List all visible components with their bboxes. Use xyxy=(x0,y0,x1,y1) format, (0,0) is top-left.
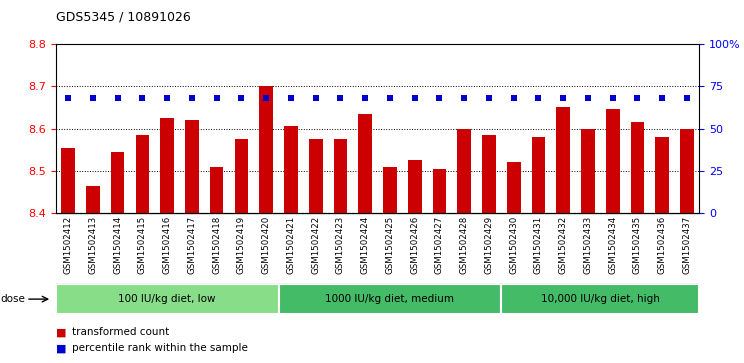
Text: GSM1502423: GSM1502423 xyxy=(336,216,345,274)
Text: GSM1502430: GSM1502430 xyxy=(509,216,519,274)
Bar xyxy=(606,109,620,213)
Text: GSM1502436: GSM1502436 xyxy=(658,216,667,274)
Text: 10,000 IU/kg diet, high: 10,000 IU/kg diet, high xyxy=(541,294,660,304)
Text: GSM1502414: GSM1502414 xyxy=(113,216,122,274)
Text: GDS5345 / 10891026: GDS5345 / 10891026 xyxy=(56,11,190,24)
Text: GSM1502419: GSM1502419 xyxy=(237,216,246,274)
Bar xyxy=(557,107,570,213)
Text: GSM1502417: GSM1502417 xyxy=(187,216,196,274)
Bar xyxy=(333,139,347,213)
Text: GSM1502412: GSM1502412 xyxy=(64,216,73,274)
Bar xyxy=(185,120,199,213)
Text: GSM1502416: GSM1502416 xyxy=(163,216,172,274)
Text: GSM1502418: GSM1502418 xyxy=(212,216,221,274)
Text: dose: dose xyxy=(1,294,25,304)
Bar xyxy=(111,152,124,213)
Text: GSM1502425: GSM1502425 xyxy=(385,216,394,274)
Text: percentile rank within the sample: percentile rank within the sample xyxy=(72,343,248,354)
Bar xyxy=(532,137,545,213)
Bar xyxy=(631,122,644,213)
Bar xyxy=(161,118,174,213)
Bar xyxy=(655,137,669,213)
Bar xyxy=(458,129,471,213)
Bar xyxy=(234,139,248,213)
Text: transformed count: transformed count xyxy=(72,327,170,337)
Bar xyxy=(86,186,100,213)
Bar xyxy=(210,167,223,213)
Bar xyxy=(680,129,694,213)
Text: ■: ■ xyxy=(56,343,66,354)
Text: GSM1502426: GSM1502426 xyxy=(410,216,419,274)
Bar xyxy=(383,167,397,213)
Bar xyxy=(309,139,322,213)
Text: GSM1502434: GSM1502434 xyxy=(609,216,618,274)
Text: GSM1502437: GSM1502437 xyxy=(682,216,691,274)
Bar xyxy=(501,284,699,314)
Text: GSM1502422: GSM1502422 xyxy=(311,216,320,274)
Bar xyxy=(135,135,150,213)
Text: ■: ■ xyxy=(56,327,66,337)
Bar xyxy=(61,148,75,213)
Text: GSM1502413: GSM1502413 xyxy=(89,216,97,274)
Bar xyxy=(359,114,372,213)
Text: GSM1502420: GSM1502420 xyxy=(262,216,271,274)
Text: 1000 IU/kg diet, medium: 1000 IU/kg diet, medium xyxy=(325,294,455,304)
Bar xyxy=(56,284,278,314)
Bar xyxy=(260,86,273,213)
Bar xyxy=(408,160,422,213)
Text: GSM1502433: GSM1502433 xyxy=(583,216,592,274)
Text: GSM1502429: GSM1502429 xyxy=(484,216,493,274)
Bar xyxy=(581,129,594,213)
Text: GSM1502415: GSM1502415 xyxy=(138,216,147,274)
Text: GSM1502428: GSM1502428 xyxy=(460,216,469,274)
Text: 100 IU/kg diet, low: 100 IU/kg diet, low xyxy=(118,294,216,304)
Text: GSM1502421: GSM1502421 xyxy=(286,216,295,274)
Bar xyxy=(278,284,501,314)
Text: GSM1502431: GSM1502431 xyxy=(534,216,543,274)
Text: GSM1502427: GSM1502427 xyxy=(435,216,444,274)
Text: GSM1502435: GSM1502435 xyxy=(633,216,642,274)
Bar xyxy=(284,126,298,213)
Bar xyxy=(482,135,496,213)
Text: GSM1502432: GSM1502432 xyxy=(559,216,568,274)
Text: GSM1502424: GSM1502424 xyxy=(361,216,370,274)
Bar xyxy=(507,163,521,213)
Bar xyxy=(433,169,446,213)
